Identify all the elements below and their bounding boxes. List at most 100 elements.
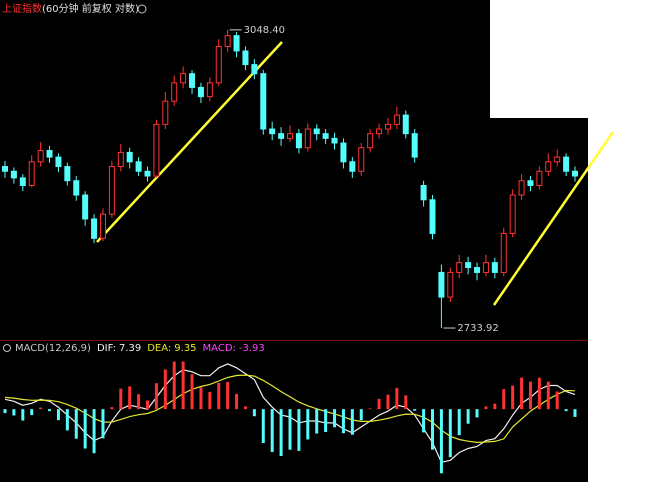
candle-body [527, 180, 534, 186]
candle-body [358, 147, 365, 172]
candle-body [518, 180, 525, 196]
macd-bar [546, 381, 550, 410]
macd-line [4, 374, 576, 444]
macd-bar [306, 409, 310, 440]
legend-name: DEA: [147, 343, 171, 354]
candle-body [304, 128, 311, 149]
macd-bar [217, 382, 221, 410]
macd-bar [359, 409, 363, 421]
macd-bar [333, 409, 337, 428]
candle-body [411, 133, 418, 158]
candle-body [162, 100, 169, 125]
macd-bar [520, 377, 524, 410]
legend-value: 7.39 [119, 343, 141, 354]
macd-bar [341, 409, 345, 434]
macd-bar [279, 409, 283, 456]
candle-body [215, 45, 222, 84]
macd-bar [128, 386, 132, 410]
candle-body [135, 161, 142, 172]
macd-bar [555, 391, 559, 410]
candle-body [474, 267, 481, 273]
macd-bar [537, 377, 541, 410]
candle-body [73, 180, 80, 196]
candle-body [117, 151, 124, 168]
macd-bar [163, 369, 167, 410]
macd-bar [528, 381, 532, 410]
candle-body [278, 133, 285, 139]
candle-body [465, 262, 472, 269]
chart-title: 上证指数 [2, 2, 42, 15]
candle-body [491, 262, 498, 273]
macd-bar [324, 409, 328, 432]
candle-body [384, 123, 391, 130]
candle-body [295, 133, 302, 149]
candle-body [144, 170, 151, 177]
macd-bar [350, 409, 354, 435]
chart-subtitle: (60分钟 前复权 对数) [42, 2, 139, 15]
macd-bar [208, 391, 212, 410]
macd-bar [56, 409, 60, 421]
macd-title: MACD(12,26,9) [15, 343, 91, 354]
candle-body [376, 128, 383, 135]
macd-bar [448, 409, 452, 458]
macd-header: MACD(12,26,9) DIF: 7.39 DEA: 9.35 MACD: -3.93 [15, 343, 265, 354]
candle-body [37, 150, 44, 163]
macd-bar [243, 406, 247, 410]
trend-line [492, 131, 615, 306]
candle-body [82, 194, 89, 220]
candle-body [224, 35, 231, 47]
candle-body [331, 137, 338, 144]
macd-bar [368, 408, 372, 410]
candle-body [55, 156, 62, 168]
macd-bar [30, 409, 34, 416]
candle-body [447, 271, 454, 298]
candle-body [420, 184, 427, 201]
macd-bar [511, 385, 515, 410]
trend-line [96, 41, 283, 243]
macd-bar [252, 409, 256, 417]
candle-body [251, 64, 258, 75]
macd-bar [404, 395, 408, 410]
candle-body [349, 161, 356, 172]
candle-body [91, 218, 98, 239]
macd-bar [119, 388, 123, 410]
macd-bar [154, 383, 158, 410]
candle-body [10, 170, 17, 179]
macd-bar [39, 407, 43, 410]
candle-body [269, 128, 276, 135]
settings-icon[interactable] [3, 344, 11, 352]
macd-bar [101, 409, 105, 439]
candle-body [108, 166, 115, 215]
candle-body [287, 133, 293, 139]
candle-body [554, 156, 561, 163]
macd-bar [92, 409, 96, 454]
legend-value: 9.35 [174, 343, 196, 354]
macd-bar [261, 409, 265, 444]
macd-bar [288, 409, 292, 450]
macd-bar [172, 361, 176, 410]
macd-bar [377, 398, 381, 410]
candle-body [322, 133, 329, 139]
macd-bar [315, 409, 319, 434]
macd-bar [457, 409, 461, 436]
macd-bar [226, 382, 230, 410]
macd-bar [235, 393, 239, 410]
candle-body [536, 170, 543, 186]
macd-bar [83, 409, 87, 449]
candle-body [482, 262, 489, 273]
macd-bar [146, 400, 149, 410]
candle-body [28, 161, 35, 186]
candle-body [545, 161, 552, 172]
candle-body [64, 166, 71, 182]
candle-body [153, 123, 160, 177]
settings-icon[interactable] [137, 4, 147, 14]
candle-body [46, 150, 53, 158]
macd-bar [484, 406, 488, 410]
candle-body [438, 271, 445, 298]
candle-body [19, 177, 26, 186]
candle-body [260, 73, 267, 130]
macd-bar [137, 394, 141, 410]
candle-body [402, 114, 409, 135]
candle-body [126, 151, 133, 163]
